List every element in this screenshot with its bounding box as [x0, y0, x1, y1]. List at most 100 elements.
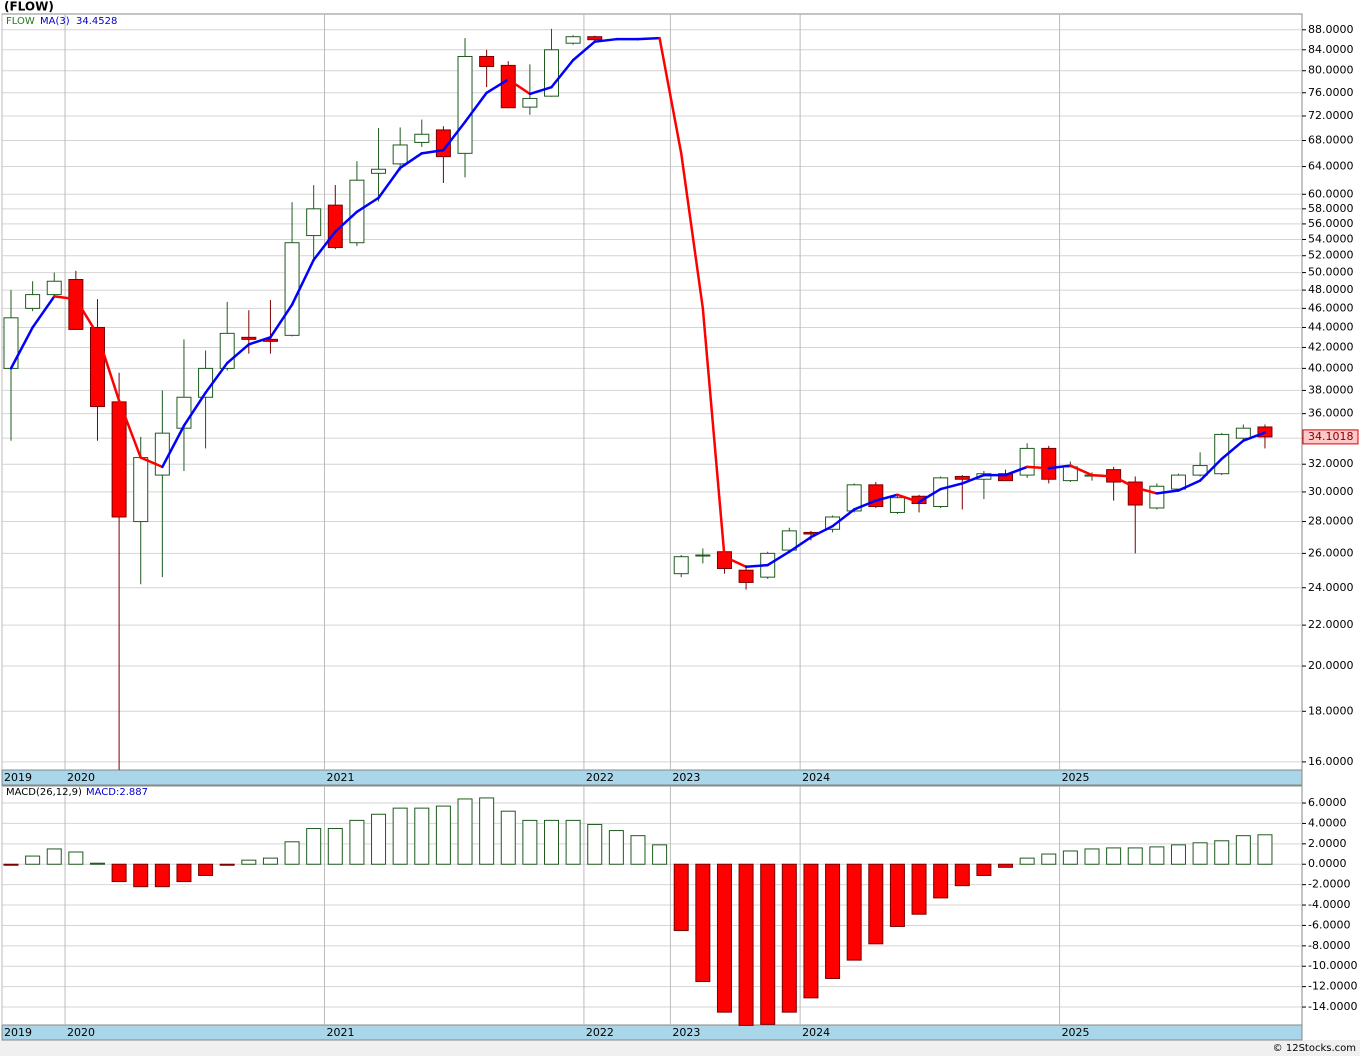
ma-line: [528, 85, 553, 96]
candle-body: [392, 144, 408, 165]
candle-body: [587, 36, 603, 41]
x-tick-label: 2025: [1062, 771, 1090, 784]
bar: [846, 863, 862, 961]
bar: [1127, 847, 1143, 865]
y-tick-label: 56.0000: [1308, 217, 1354, 230]
ma-line: [593, 37, 618, 43]
bar: [68, 851, 84, 865]
bar: [889, 863, 905, 927]
bar: [1106, 847, 1122, 865]
bar: [652, 844, 668, 865]
bar: [46, 848, 62, 865]
ma-line: [355, 196, 380, 214]
candle-body: [1041, 447, 1057, 480]
y-tick-label: 22.0000: [1308, 618, 1354, 631]
y-tick-label: 44.0000: [1308, 320, 1354, 333]
y-tick-label: 16.0000: [1308, 755, 1354, 768]
bar: [457, 798, 473, 865]
bar: [587, 823, 603, 865]
bar: [198, 863, 214, 876]
bar: [392, 807, 408, 865]
candle-body: [695, 554, 711, 557]
x-tick-label: 2024: [802, 1026, 830, 1039]
candle-body: [1149, 485, 1165, 509]
ma-line: [485, 78, 510, 95]
ma-line: [74, 297, 99, 336]
candle-body: [522, 97, 538, 108]
ma-line: [247, 336, 272, 346]
y-tick-label: 42.0000: [1308, 340, 1354, 353]
x-tick-label: 2025: [1062, 1026, 1090, 1039]
ma-line: [442, 120, 467, 152]
bar: [1170, 844, 1186, 865]
y-tick-label: 68.0000: [1308, 134, 1354, 147]
candle-body: [68, 278, 84, 330]
bar: [630, 835, 646, 865]
bar: [1084, 848, 1100, 865]
bar: [89, 862, 105, 865]
legend-ma-value: 34.4528: [76, 16, 117, 27]
bar: [1214, 840, 1230, 865]
ma-line: [377, 166, 402, 200]
bar: [3, 863, 19, 866]
ma-line: [290, 258, 315, 306]
candle-body: [241, 336, 257, 340]
ma-line: [225, 343, 251, 365]
candle-body: [89, 326, 105, 408]
chart-title: (FLOW): [4, 0, 54, 14]
ma-line: [679, 152, 705, 310]
bar: [1149, 846, 1165, 865]
bar: [111, 863, 127, 883]
bar: [371, 813, 387, 865]
y-tick-label: 28.0000: [1308, 515, 1354, 528]
y-tick-label: 36.0000: [1308, 407, 1354, 420]
bar: [306, 828, 322, 865]
candle-body: [1192, 465, 1208, 476]
footer: © 12Stocks.com: [1273, 1043, 1356, 1054]
ma-line: [420, 148, 445, 155]
y-tick-label: 64.0000: [1308, 160, 1354, 173]
legend-ma: MA(3): [40, 16, 70, 27]
ma-line: [1025, 465, 1051, 470]
x-tick-label: 2019: [4, 771, 32, 784]
y-tick-label: -2.0000: [1308, 878, 1350, 891]
bar: [435, 805, 451, 865]
ma-line: [1069, 464, 1094, 477]
bar: [565, 819, 581, 865]
ma-line: [9, 326, 34, 370]
candle-body: [889, 497, 905, 513]
bar: [25, 855, 41, 865]
x-tick-label: 2023: [672, 1026, 700, 1039]
y-tick-label: 6.0000: [1308, 796, 1347, 809]
y-tick-label: -12.0000: [1308, 980, 1357, 993]
ma-line: [507, 78, 532, 96]
y-tick-label: 72.0000: [1308, 109, 1354, 122]
bar: [154, 863, 170, 888]
candle-body: [479, 55, 495, 67]
y-tick-label: 46.0000: [1308, 301, 1354, 314]
ma-line: [31, 295, 56, 329]
bar: [716, 863, 732, 1013]
ma-line: [269, 303, 294, 339]
ma-line: [1090, 473, 1115, 478]
bar: [241, 859, 257, 865]
ma-line: [1177, 479, 1202, 492]
bar: [781, 863, 797, 1013]
ma-line: [961, 473, 986, 485]
candle-body: [738, 569, 754, 583]
y-tick-label: 32.0000: [1308, 457, 1354, 470]
plot-area: [1, 13, 1303, 771]
ma-line: [1004, 465, 1029, 477]
candle-body: [133, 457, 149, 523]
y-tick-label: 38.0000: [1308, 383, 1354, 396]
x-tick-label: 2021: [326, 771, 354, 784]
y-tick-label: 24.0000: [1308, 581, 1354, 594]
ma-line: [96, 333, 121, 402]
candle-body: [825, 516, 841, 530]
bar: [954, 863, 970, 887]
candle-body: [1170, 474, 1186, 490]
ma-line: [1242, 431, 1267, 442]
candle-body: [500, 64, 516, 109]
price-tag: [1302, 429, 1359, 445]
ma-line: [1155, 489, 1180, 495]
